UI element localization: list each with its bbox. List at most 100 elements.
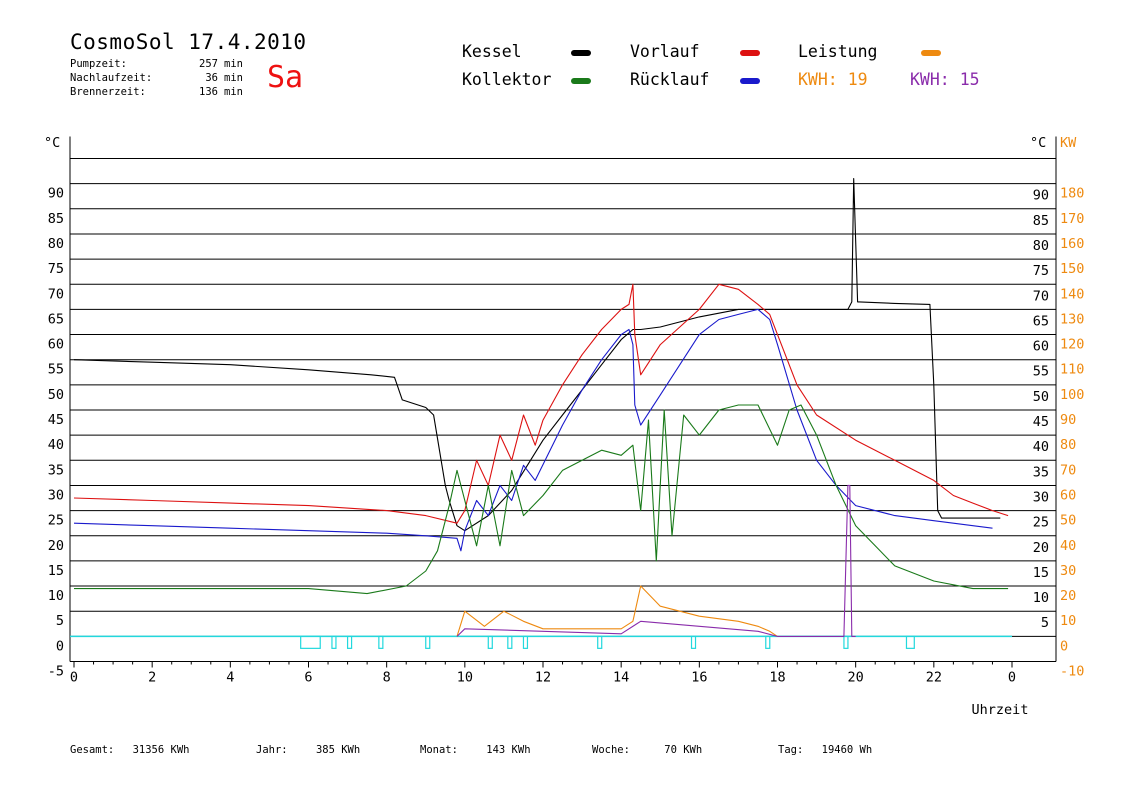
y-tick-label-right-celsius: 75 bbox=[1033, 263, 1049, 279]
legend-ruecklauf-swatch bbox=[740, 78, 760, 84]
y-tick-label-right-celsius: 80 bbox=[1033, 238, 1049, 254]
axis-ticks bbox=[73, 661, 1013, 668]
pump-activity bbox=[70, 635, 1012, 649]
y-tick-label-right-celsius: 55 bbox=[1033, 364, 1049, 380]
x-tick-label: 10 bbox=[457, 670, 473, 686]
x-tick-label: 16 bbox=[691, 670, 707, 686]
y-tick-label-right-kw: 100 bbox=[1060, 387, 1084, 403]
afterrun-time-value: 36 bbox=[205, 72, 218, 84]
y-tick-label-right-celsius: 60 bbox=[1033, 339, 1049, 355]
series-line-vorlauf bbox=[73, 283, 1009, 524]
y-tick-label-right-kw: 130 bbox=[1060, 311, 1084, 327]
pump-on-marker bbox=[378, 635, 384, 649]
pump-time-label: Pumpzeit: bbox=[70, 58, 127, 70]
x-tick-label: 2 bbox=[148, 670, 156, 686]
x-tick-label: 18 bbox=[769, 670, 785, 686]
series-line-kessel bbox=[73, 178, 1001, 532]
y-tick-label-right-celsius: 35 bbox=[1033, 464, 1049, 480]
y-tick-label-right-kw: 40 bbox=[1060, 538, 1076, 554]
x-tick-label: 12 bbox=[535, 670, 551, 686]
pump-on-marker bbox=[331, 635, 337, 649]
y-tick-label-left: -5 bbox=[48, 664, 64, 680]
y-tick-label-right-celsius: 10 bbox=[1033, 590, 1049, 606]
burner-time-label: Brennerzeit: bbox=[70, 86, 146, 98]
pump-time-value: 257 bbox=[199, 58, 218, 70]
legend-kessel-swatch bbox=[571, 50, 591, 56]
footer-tag: Tag: 19460 Wh bbox=[778, 744, 872, 756]
y-tick-label-left: 15 bbox=[48, 563, 64, 579]
x-tick-label: 14 bbox=[613, 670, 629, 686]
y-tick-label-right-kw: 70 bbox=[1060, 462, 1076, 478]
y-axis-label-right-celsius: °C bbox=[1030, 135, 1046, 151]
pump-on-marker bbox=[690, 635, 697, 649]
y-tick-label-right-celsius: 50 bbox=[1033, 389, 1049, 405]
burner-time-row: Brennerzeit: 136 min bbox=[70, 85, 243, 99]
footer-tag-value: 19460 Wh bbox=[821, 744, 873, 756]
x-tick-label: 22 bbox=[926, 670, 942, 686]
pump-on-marker bbox=[300, 635, 321, 649]
footer-monat-value: 143 KWh bbox=[486, 744, 531, 756]
y-tick-label-left: 55 bbox=[48, 362, 64, 378]
y-tick-label-right-kw: 170 bbox=[1060, 211, 1084, 227]
y-tick-label-right-kw: 30 bbox=[1060, 563, 1076, 579]
y-tick-label-right-kw: 0 bbox=[1060, 638, 1068, 654]
y-tick-label-right-celsius: 85 bbox=[1033, 213, 1049, 229]
series-line-kwh-15 bbox=[456, 484, 856, 637]
y-tick-label-left: 40 bbox=[48, 437, 64, 453]
kwh-total-b-label: KWH: bbox=[910, 70, 950, 89]
y-tick-label-right-kw: 110 bbox=[1060, 362, 1084, 378]
footer-gesamt-label: Gesamt: bbox=[70, 744, 115, 756]
kwh-total-a-value: 19 bbox=[847, 70, 868, 89]
y-tick-label-right-celsius: 5 bbox=[1041, 615, 1049, 631]
pump-on-marker bbox=[905, 635, 915, 649]
pump-on-marker bbox=[843, 635, 849, 649]
y-tick-label-right-kw: 20 bbox=[1060, 588, 1076, 604]
pump-on-marker bbox=[487, 635, 493, 649]
pump-time-row: Pumpzeit: 257 min bbox=[70, 57, 243, 71]
pump-on-marker bbox=[425, 635, 431, 649]
y-tick-label-left: 90 bbox=[48, 186, 64, 202]
y-tick-label-left: 0 bbox=[56, 638, 64, 654]
kwh-total-a: KWH: 19 bbox=[798, 70, 868, 89]
y-tick-label-right-kw: 160 bbox=[1060, 236, 1084, 252]
day-of-week: Sa bbox=[267, 60, 304, 95]
y-axis-label-left: °C bbox=[44, 135, 60, 151]
footer-jahr-label: Jahr: bbox=[256, 744, 288, 756]
y-tick-label-left: 75 bbox=[48, 261, 64, 277]
kwh-total-b-value: 15 bbox=[959, 70, 980, 89]
y-tick-label-right-kw: 60 bbox=[1060, 487, 1076, 503]
y-tick-label-right-kw: 10 bbox=[1060, 613, 1076, 629]
series-line-leistung bbox=[456, 585, 778, 637]
grid-lines bbox=[69, 136, 1057, 662]
legend-vorlauf-label: Vorlauf bbox=[630, 42, 700, 61]
axis-labels: 0 2 4 6 8 10 12 14 16 18 20 22 0 Uhrzeit 90 85 80 75 70 65 6… bbox=[44, 135, 1084, 718]
footer-jahr-value: 385 KWh bbox=[315, 744, 361, 756]
y-tick-label-left: 80 bbox=[48, 236, 64, 252]
y-axis-label-right-kw: KW bbox=[1060, 135, 1077, 151]
y-tick-label-right-kw: 90 bbox=[1060, 412, 1076, 428]
pump-on-marker bbox=[507, 635, 513, 649]
pump-on-marker bbox=[597, 635, 603, 649]
series-line-kollektor bbox=[74, 404, 1009, 595]
burner-time-unit: min bbox=[224, 86, 243, 98]
kwh-total-a-label: KWH: bbox=[798, 70, 838, 89]
series-lines bbox=[73, 178, 1009, 637]
legend-kollektor-label: Kollektor bbox=[462, 70, 552, 89]
y-tick-label-right-kw: 120 bbox=[1060, 337, 1084, 353]
legend-kessel-label: Kessel bbox=[462, 42, 522, 61]
y-tick-label-left: 85 bbox=[48, 211, 64, 227]
y-tick-label-right-kw: -10 bbox=[1060, 664, 1084, 680]
footer-jahr: Jahr: 385 KWh bbox=[256, 744, 360, 756]
legend-vorlauf-swatch bbox=[740, 50, 760, 56]
y-tick-label-right-celsius: 70 bbox=[1033, 288, 1049, 304]
x-tick-label: 0 bbox=[1008, 670, 1016, 686]
footer-woche: Woche: 70 KWh bbox=[592, 744, 702, 756]
y-tick-label-left: 60 bbox=[48, 337, 64, 353]
y-tick-label-left: 30 bbox=[48, 487, 64, 503]
y-tick-label-left: 5 bbox=[56, 613, 64, 629]
y-tick-label-left: 50 bbox=[48, 387, 64, 403]
y-tick-label-right-kw: 140 bbox=[1060, 286, 1084, 302]
footer-monat-label: Monat: bbox=[420, 744, 458, 756]
x-tick-label: 8 bbox=[383, 670, 391, 686]
